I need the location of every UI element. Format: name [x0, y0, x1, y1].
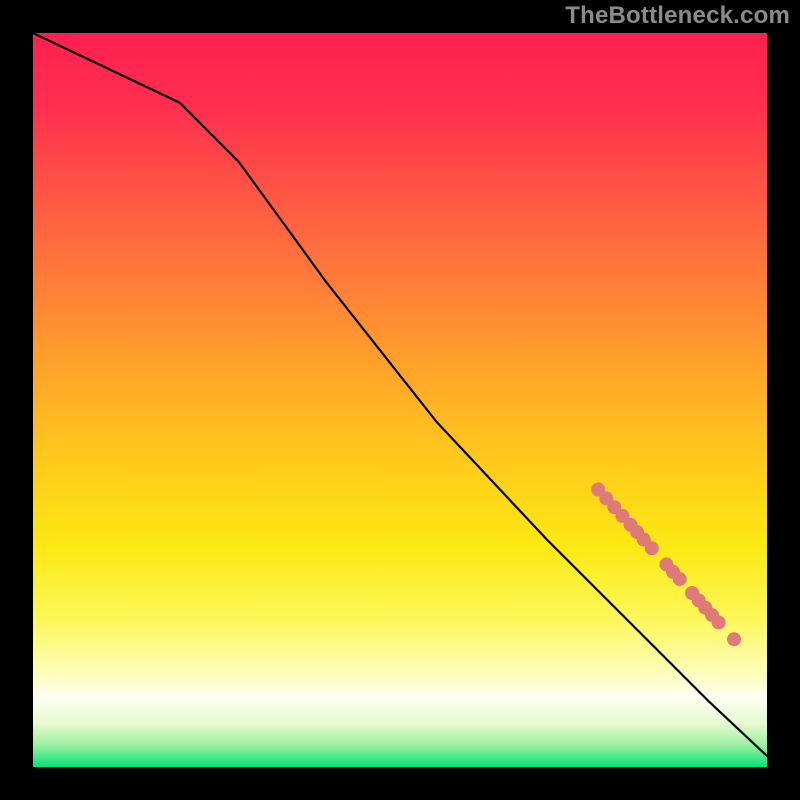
marker-dot: [712, 615, 726, 629]
plot-background: [33, 33, 767, 767]
bottleneck-chart: [0, 0, 800, 800]
marker-dot: [673, 572, 687, 586]
watermark-text: TheBottleneck.com: [565, 2, 790, 30]
marker-dot: [727, 632, 741, 646]
marker-dot: [645, 541, 659, 555]
